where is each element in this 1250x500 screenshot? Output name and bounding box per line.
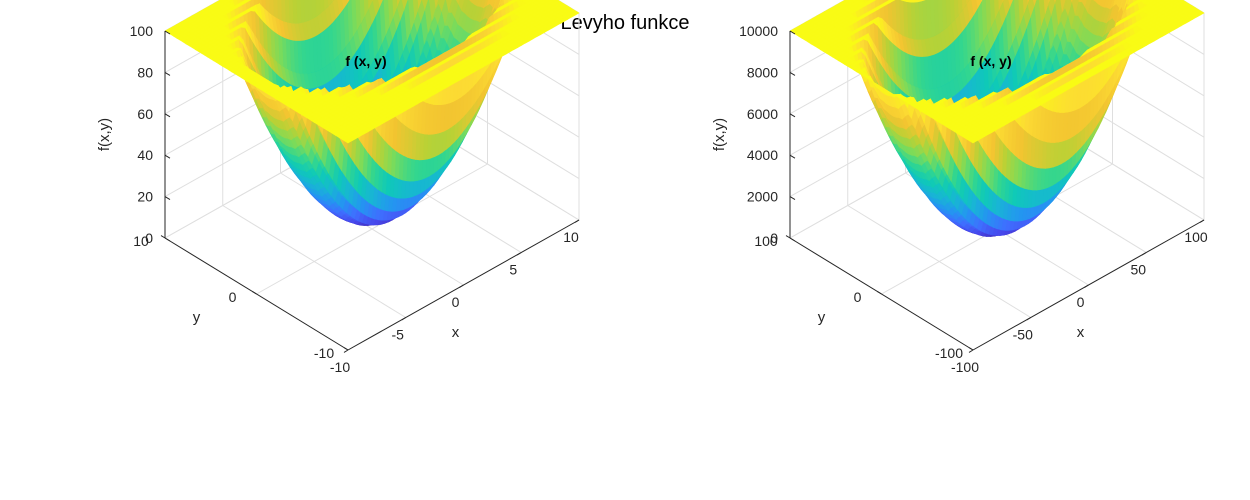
y-tick-label: 0 [229, 289, 237, 305]
grid-line [489, 0, 580, 55]
axes-title: f (x, y) [345, 53, 386, 69]
z-tick-label: 0 [145, 230, 153, 246]
x-tick-label: -5 [392, 327, 405, 343]
y-tick-label: 10 [133, 233, 149, 249]
z-axis-label: f(x,y) [96, 118, 113, 151]
y-tick-label: -10 [314, 345, 334, 361]
x-tick-mark [343, 349, 349, 353]
z-tick-label: 20 [137, 189, 153, 205]
x-tick-label: 0 [452, 294, 460, 310]
z-tick-label: 40 [137, 147, 153, 163]
x-tick-label: 5 [509, 262, 517, 278]
x-tick-mark [574, 219, 580, 223]
z-tick-mark [164, 71, 171, 76]
z-tick-label: 80 [137, 64, 153, 80]
z-tick-mark [164, 196, 171, 201]
surface-plot-right: -100-50050100-10001000200040006000800010… [711, 0, 1208, 375]
x-tick-label: -10 [330, 359, 350, 375]
z-tick-mark [164, 113, 171, 118]
x-tick-mark [516, 252, 522, 256]
z-tick-mark [164, 30, 171, 35]
y-axis-label: y [193, 309, 201, 326]
x-tick-mark [401, 317, 407, 321]
y-tick-mark [160, 235, 166, 239]
surface-mesh [789, 0, 1205, 237]
y-tick-mark [252, 291, 257, 295]
z-tick-mark [164, 237, 171, 242]
x-axis-label: x [452, 324, 460, 341]
surface-mesh [164, 0, 580, 226]
z-tick-mark [164, 154, 171, 159]
surface-patch [1032, 0, 1038, 9]
y-tick-mark [343, 347, 349, 351]
x-tick-mark [459, 284, 464, 288]
figure-title: Levyho funkce [560, 12, 690, 34]
grid-line [1114, 0, 1205, 55]
grid-line [256, 163, 488, 295]
surface-patch [344, 138, 353, 144]
z-tick-label: 60 [137, 106, 153, 122]
axes [160, 30, 580, 353]
x-tick-label: 10 [563, 229, 579, 245]
z-tick-label: 100 [130, 23, 154, 39]
